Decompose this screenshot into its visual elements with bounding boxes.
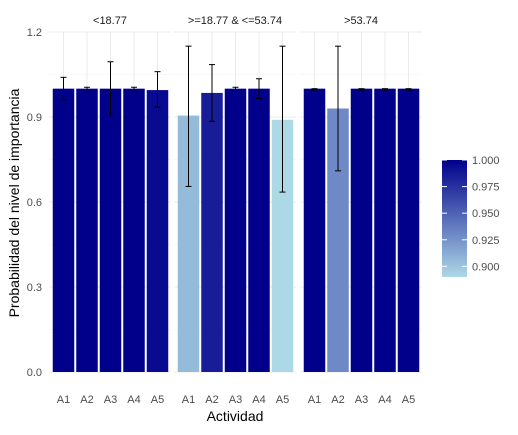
x-tick-label: A5 [402,394,415,406]
bar [374,88,396,373]
bar [99,88,122,373]
legend-tick-label: 1.000 [472,155,500,167]
error-bar [335,45,341,172]
error-bar [107,61,114,117]
bar [224,88,247,373]
x-tick-label: A5 [151,394,164,406]
bar [177,115,200,372]
x-tick-label: A5 [276,394,289,406]
legend-tick-label: 0.900 [472,261,500,273]
bar [350,88,373,373]
bar [76,88,98,373]
legend-tick-label: 0.925 [472,235,500,247]
color-legend: 1.000 0.975 0.950 0.925 0.900 [442,155,500,277]
error-bar [84,86,90,92]
y-tick-label: 0.0 [27,367,42,379]
error-bar [279,45,286,193]
x-tick-label: A1 [308,394,321,406]
bar [271,119,294,372]
bar [397,88,420,373]
bar [123,88,145,373]
error-bar [311,88,318,91]
y-tick-label: 0.6 [27,197,42,209]
error-bar [405,88,412,91]
error-bar [256,78,262,100]
error-bar [131,86,137,92]
bar [327,108,349,372]
legend-tick-label: 0.950 [472,208,500,220]
bar [248,88,270,373]
error-bar [154,71,161,108]
x-tick-label: A4 [378,394,391,406]
x-tick-label: A1 [57,394,70,406]
bar [146,90,169,372]
error-bar [232,86,239,92]
error-bar [382,88,388,91]
error-bar [209,64,215,122]
x-tick-label: A3 [229,394,242,406]
bar [201,92,223,373]
facet-panel: >53.74 A1 A2 A3 A4 A5 [300,15,422,406]
bar [52,88,75,373]
legend-tick-label: 0.975 [472,182,500,194]
error-bar [185,45,192,187]
facet-panel: <18.77 A1 A2 A3 A4 A5 [49,15,171,406]
x-tick-label: A1 [182,394,195,406]
x-tick-label: A3 [104,394,117,406]
x-tick-label: A4 [127,394,140,406]
x-tick-label: A2 [331,394,344,406]
y-axis-title: Probabilidad del nivel de importancia [6,88,22,317]
x-tick-label: A2 [80,394,93,406]
colorbar [442,160,467,277]
y-tick-label: 1.2 [27,27,42,39]
x-tick-label: A3 [355,394,368,406]
x-axis-title: Actividad [207,408,264,424]
y-tick-label: 0.9 [27,112,42,124]
facet-strip-label: >=18.77 & <=53.74 [188,15,282,27]
facet-strip-label: <18.77 [93,15,127,27]
facet-strip-label: >53.74 [344,15,378,27]
error-bar [60,76,67,101]
error-bar [358,88,365,91]
x-tick-label: A2 [205,394,218,406]
facet-panel: >=18.77 & <=53.74 A1 A2 A3 A4 A5 [174,15,296,406]
y-tick-label: 0.3 [27,282,42,294]
x-tick-label: A4 [252,394,265,406]
bar [303,88,326,373]
